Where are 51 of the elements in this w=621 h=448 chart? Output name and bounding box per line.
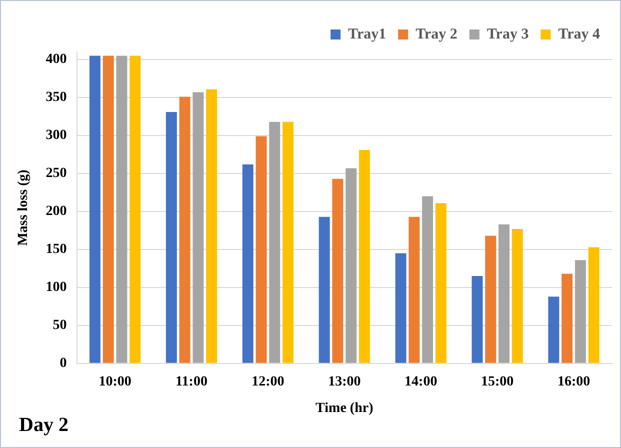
x-tick-label: 10:00 — [98, 374, 132, 390]
y-tick-label: 100 — [46, 280, 67, 296]
x-tick-label: 11:00 — [176, 374, 208, 390]
bar — [395, 253, 406, 363]
y-tick-label: 50 — [52, 318, 67, 334]
bar — [588, 247, 600, 363]
x-tick-label: 14:00 — [404, 374, 438, 390]
bar — [512, 228, 523, 363]
bar — [269, 122, 280, 363]
y-tick-label: 0 — [60, 356, 67, 372]
bar — [422, 196, 434, 363]
y-tick-label: 300 — [46, 128, 67, 144]
bar — [242, 164, 254, 363]
legend-label: Tray 4 — [558, 26, 600, 42]
bar — [358, 150, 370, 363]
y-tick-label: 150 — [46, 242, 67, 258]
bar — [435, 203, 446, 363]
text: Day 2 — [19, 414, 68, 436]
bar — [102, 56, 114, 363]
y-axis-title: Mass loss (g) — [16, 169, 32, 246]
x-tick-label: 15:00 — [480, 374, 514, 390]
bar — [166, 112, 177, 363]
bar — [498, 224, 510, 363]
bar — [130, 56, 141, 363]
bar — [318, 216, 330, 363]
bar — [574, 260, 586, 363]
bar — [472, 276, 483, 363]
x-axis-title: Time (hr) — [316, 401, 374, 416]
legend-label: Tray 3 — [486, 26, 529, 42]
bar — [346, 168, 357, 363]
bar — [89, 56, 100, 363]
x-tick-label: 16:00 — [557, 374, 590, 390]
bar — [256, 136, 267, 363]
bar — [206, 89, 218, 363]
bar — [179, 96, 190, 363]
bar — [116, 56, 128, 363]
bar — [408, 216, 420, 363]
y-tick-label: 400 — [46, 52, 67, 68]
y-tick-label: 350 — [46, 90, 67, 106]
bar — [485, 236, 496, 363]
x-tick-label: 12:00 — [252, 374, 284, 390]
x-tick-label: 13:00 — [328, 374, 361, 390]
bar — [332, 178, 344, 363]
y-tick-label: 200 — [46, 204, 67, 220]
y-tick-label: 250 — [46, 166, 67, 182]
bar — [282, 122, 294, 363]
bar — [548, 296, 560, 363]
legend-label: Tray1 — [348, 26, 386, 42]
bar — [192, 92, 204, 363]
legend-label: Tray 2 — [416, 26, 458, 42]
bar — [562, 274, 573, 363]
